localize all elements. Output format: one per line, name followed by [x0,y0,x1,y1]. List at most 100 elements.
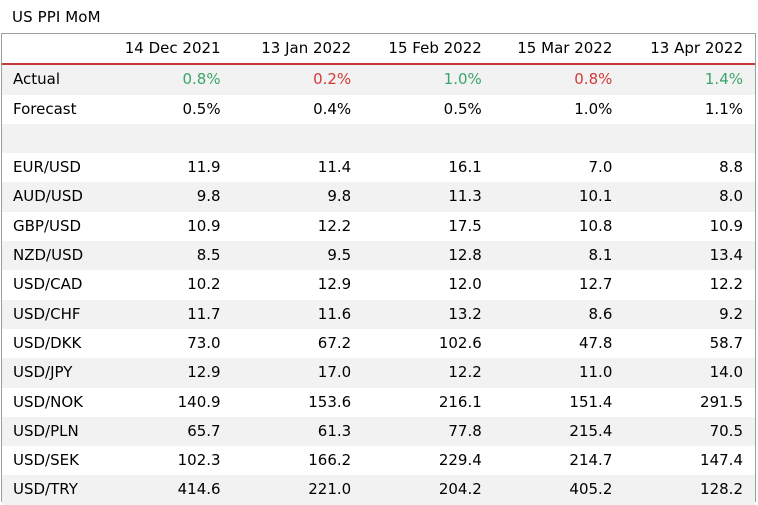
value-cell: 13.2 [363,299,494,329]
corner-cell [2,34,102,64]
value-cell: 17.5 [448,216,482,235]
actual-cell: 0.8% [493,64,625,95]
value-cell: 73.0 [187,333,221,352]
row-label: USD/CHF [2,299,102,329]
row-label: GBP/USD [13,216,82,235]
value-cell: 216.1 [438,392,482,411]
table-row: NZD/USD 8.5 9.5 12.8 8.1 13.4 [2,241,755,271]
value-cell: 11.4 [317,158,352,177]
value-cell: 11.7 [102,299,233,329]
value-cell: 10.2 [187,275,221,294]
value-cell: 128.2 [624,475,755,505]
spacer-cell [624,123,755,154]
value-cell: 17.0 [232,358,364,388]
ppi-table: 14 Dec 2021 13 Jan 2022 15 Feb 2022 15 M… [2,34,755,505]
table-row: USD/TRY 414.6 221.0 204.2 405.2 128.2 [2,475,755,505]
actual-cell: 1.0% [363,64,494,95]
row-label: USD/SEK [13,451,79,470]
row-label: EUR/USD [13,158,81,177]
table-row: USD/CAD 10.2 12.9 12.0 12.7 12.2 [2,270,755,299]
actual-cell: 1.4% [624,64,755,95]
value-cell: 14.0 [624,358,755,388]
column-header: 13 Apr 2022 [650,39,743,57]
value-cell: 77.8 [363,416,494,447]
value-cell: 47.8 [578,333,613,352]
value-cell: 58.7 [709,333,743,352]
value-cell: 9.5 [232,241,364,271]
value-cell: 291.5 [700,392,743,411]
value-cell: 10.1 [493,182,625,212]
row-label: USD/DKK [13,333,82,352]
forecast-row: Forecast 0.5% 0.4% 0.5% 1.0% 1.1% [2,95,755,124]
row-label: Actual [2,64,102,95]
value-cell: 7.0 [588,158,613,177]
spacer-row [2,123,755,154]
spacer-cell [2,123,102,154]
value-cell: 8.1 [493,241,625,271]
row-label: AUD/USD [2,182,102,212]
value-cell: 12.9 [102,358,233,388]
value-cell: 16.1 [448,158,482,177]
value-cell: 70.5 [624,416,755,447]
value-cell: 153.6 [308,392,352,411]
table-row: USD/SEK 102.3 166.2 229.4 214.7 147.4 [2,446,755,475]
value-cell: 405.2 [493,475,625,505]
value-cell: 9.8 [102,182,233,212]
actual-cell: 0.2% [232,64,364,95]
value-cell: 102.3 [177,451,221,470]
value-cell: 8.8 [719,158,743,177]
value-cell: 12.2 [709,275,743,294]
value-cell: 12.2 [317,216,352,235]
forecast-cell: 0.5% [443,99,482,118]
value-cell: 8.0 [624,182,755,212]
value-cell: 11.3 [363,182,494,212]
table-row: USD/NOK 140.9 153.6 216.1 151.4 291.5 [2,388,755,417]
table-row: GBP/USD 10.9 12.2 17.5 10.8 10.9 [2,212,755,241]
value-cell: 151.4 [569,392,613,411]
forecast-cell: 1.0% [574,99,613,118]
value-cell: 140.9 [177,392,221,411]
value-cell: 8.5 [102,241,233,271]
value-cell: 10.8 [578,216,613,235]
value-cell: 61.3 [232,416,364,447]
table-title: US PPI MoM [12,8,101,26]
table-row: AUD/USD 9.8 9.8 11.3 10.1 8.0 [2,182,755,212]
data-table-frame: 14 Dec 2021 13 Jan 2022 15 Feb 2022 15 M… [1,33,756,505]
value-cell: 12.9 [317,275,352,294]
header-row: 14 Dec 2021 13 Jan 2022 15 Feb 2022 15 M… [2,34,755,65]
value-cell: 147.4 [700,451,743,470]
value-cell: 67.2 [317,333,352,352]
table-row: USD/CHF 11.7 11.6 13.2 8.6 9.2 [2,299,755,329]
value-cell: 10.9 [709,216,743,235]
spacer-cell [493,123,625,154]
spacer-cell [232,123,364,154]
value-cell: 12.0 [448,275,482,294]
row-label: USD/NOK [13,392,83,411]
column-header: 14 Dec 2021 [124,39,221,57]
forecast-cell: 1.1% [704,99,743,118]
column-header: 15 Mar 2022 [517,39,613,57]
row-label: USD/PLN [2,416,102,447]
column-header: 13 Jan 2022 [261,39,352,57]
value-cell: 12.7 [578,275,613,294]
column-header: 15 Feb 2022 [388,39,482,57]
value-cell: 8.6 [493,299,625,329]
table-row: EUR/USD 11.9 11.4 16.1 7.0 8.8 [2,153,755,182]
value-cell: 10.9 [187,216,221,235]
spacer-cell [102,123,233,154]
row-label: USD/JPY [2,358,102,388]
table-row: USD/JPY 12.9 17.0 12.2 11.0 14.0 [2,358,755,388]
value-cell: 13.4 [624,241,755,271]
value-cell: 414.6 [102,475,233,505]
row-label: NZD/USD [2,241,102,271]
value-cell: 12.8 [363,241,494,271]
value-cell: 221.0 [232,475,364,505]
forecast-cell: 0.4% [313,99,352,118]
value-cell: 214.7 [569,451,613,470]
table-row: USD/DKK 73.0 67.2 102.6 47.8 58.7 [2,329,755,358]
value-cell: 9.2 [624,299,755,329]
row-label: USD/TRY [2,475,102,505]
actual-cell: 0.8% [102,64,233,95]
value-cell: 11.0 [493,358,625,388]
value-cell: 11.6 [232,299,364,329]
